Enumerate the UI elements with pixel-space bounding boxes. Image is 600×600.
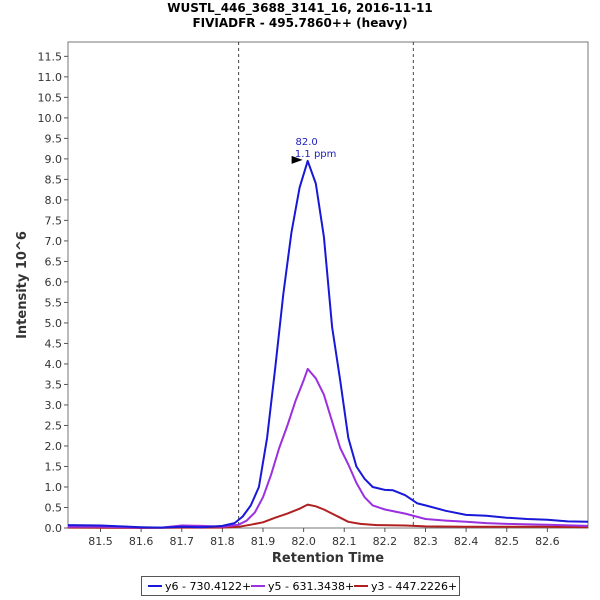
y-tick-label: 9.5	[45, 132, 63, 145]
y-tick-label: 10.0	[38, 112, 63, 125]
y-tick-label: 2.5	[45, 419, 63, 432]
y-tick-label: 1.5	[45, 460, 63, 473]
y-tick-label: 0.0	[45, 522, 63, 535]
x-axis-label: Retention Time	[272, 551, 384, 566]
x-tick-label: 82.3	[413, 535, 438, 548]
x-tick-label: 81.8	[210, 535, 235, 548]
y-tick-label: 8.0	[45, 194, 63, 207]
x-tick-label: 82.0	[291, 535, 316, 548]
series-line-y3	[67, 503, 589, 529]
y-tick-label: 6.0	[45, 276, 63, 289]
y-tick-label: 2.0	[45, 440, 63, 453]
series-line-y6	[67, 159, 589, 529]
x-tick-label: 81.9	[251, 535, 276, 548]
y-tick-label: 5.5	[45, 296, 63, 309]
y-tick-label: 7.0	[45, 235, 63, 248]
x-tick-label: 82.6	[535, 535, 560, 548]
y-tick-label: 3.5	[45, 378, 63, 391]
chart-legend: y6 - 730.4122+ y5 - 631.3438+ y3 - 447.2…	[141, 576, 460, 596]
x-tick-label: 82.2	[373, 535, 398, 548]
y-tick-label: 9.0	[45, 153, 63, 166]
y-tick-label: 0.5	[45, 501, 63, 514]
peak-ppm-label: 1.1 ppm	[295, 149, 337, 160]
legend-item-y3: y3 - 447.2226+	[354, 580, 457, 593]
y-tick-label: 3.0	[45, 399, 63, 412]
y-tick-label: 7.5	[45, 214, 63, 227]
y-tick-label: 11.5	[38, 50, 63, 63]
y-tick-label: 8.5	[45, 173, 63, 186]
legend-swatch-y6	[148, 585, 162, 587]
x-tick-label: 81.7	[170, 535, 195, 548]
y-tick-label: 11.0	[38, 71, 63, 84]
chart-subtitle: FIVIADFR - 495.7860++ (heavy)	[192, 16, 408, 30]
x-tick-label: 81.6	[129, 535, 154, 548]
y-tick-label: 10.5	[38, 91, 63, 104]
y-tick-label: 6.5	[45, 255, 63, 268]
x-tick-label: 81.5	[88, 535, 113, 548]
chart-title: WUSTL_446_3688_3141_16, 2016-11-11	[167, 1, 433, 15]
x-tick-label: 82.1	[332, 535, 357, 548]
legend-item-y6: y6 - 730.4122+	[148, 580, 251, 593]
y-tick-label: 1.0	[45, 481, 63, 494]
legend-swatch-y3	[354, 585, 368, 587]
x-tick-label: 82.5	[495, 535, 520, 548]
legend-label-y3: y3 - 447.2226+	[371, 580, 458, 593]
y-tick-label: 5.0	[45, 317, 63, 330]
legend-swatch-y5	[251, 585, 265, 587]
peak-marker-icon	[291, 155, 303, 164]
legend-item-y5: y5 - 631.3438+	[251, 580, 354, 593]
legend-label-y6: y6 - 730.4122+	[165, 580, 252, 593]
legend-label-y5: y5 - 631.3438+	[268, 580, 355, 593]
y-tick-label: 4.5	[45, 337, 63, 350]
y-tick-label: 4.0	[45, 358, 63, 371]
peak-rt-label: 82.0	[295, 137, 317, 148]
x-tick-label: 82.4	[454, 535, 479, 548]
y-axis-label: Intensity 10^6	[15, 231, 30, 339]
